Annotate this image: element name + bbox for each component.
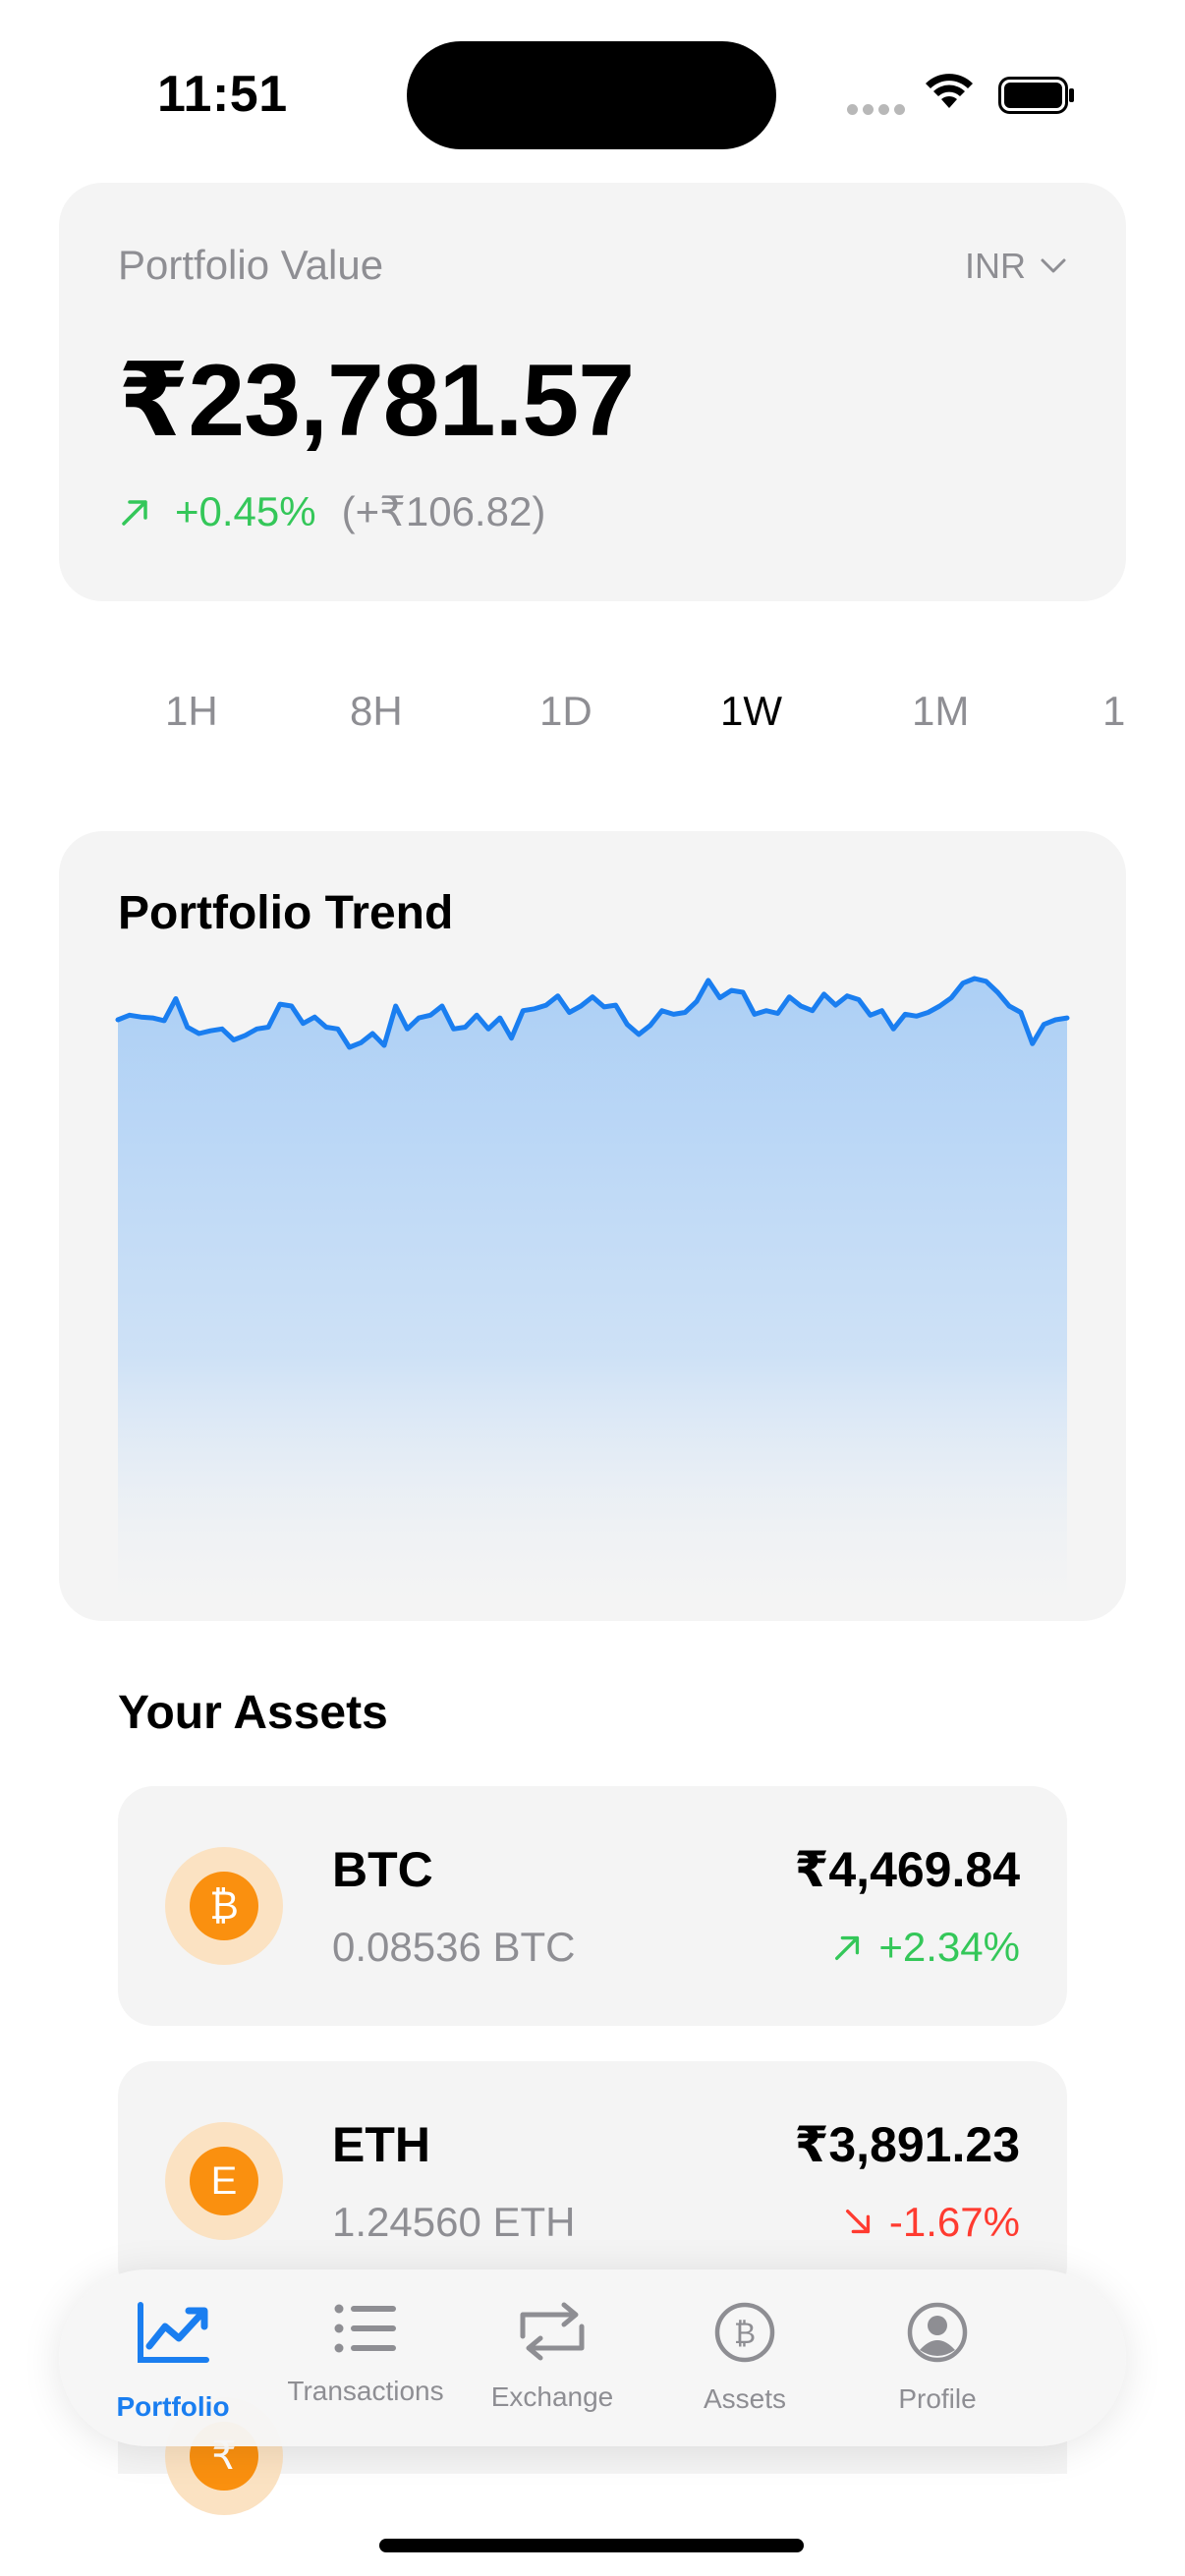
home-indicator: [379, 2539, 804, 2552]
arrow-down-right-icon: [845, 2210, 871, 2234]
asset-change: -1.67%: [842, 2199, 1020, 2246]
coin-badge: E: [165, 2122, 283, 2240]
coin-badge: ₿: [165, 1847, 283, 1965]
range-1h[interactable]: 1H: [165, 688, 218, 734]
asset-value: ₹4,469.84: [794, 1842, 1020, 1897]
status-time: 11:51: [157, 66, 288, 123]
tab-portfolio[interactable]: Portfolio: [77, 2269, 269, 2446]
tab-exchange[interactable]: Exchange: [456, 2269, 649, 2446]
asset-change: +2.34%: [831, 1924, 1020, 1971]
arrow-up-right-icon: [835, 1935, 860, 1960]
portfolio-change: +0.45% (+₹106.82): [118, 487, 545, 535]
tab-label: Portfolio: [116, 2391, 230, 2422]
bitcoin-icon: ₿: [190, 1872, 258, 1940]
time-range-selector: 1H 8H 1D 1W 1M 1: [0, 688, 1185, 747]
trend-chart: [115, 976, 1070, 1607]
portfolio-value: ₹23,781.57: [118, 344, 635, 458]
portfolio-value-label: Portfolio Value: [118, 242, 384, 288]
tab-profile[interactable]: Profile: [841, 2269, 1034, 2446]
trend-title: Portfolio Trend: [118, 887, 454, 939]
arrow-up-right-icon: [122, 499, 147, 526]
asset-symbol: BTC: [332, 1842, 433, 1897]
chart-icon: [138, 2302, 209, 2363]
range-more[interactable]: 1: [1102, 688, 1126, 734]
trend-line: [115, 976, 1070, 1050]
status-bar: 11:51: [0, 0, 1185, 187]
svg-text:₿: ₿: [734, 2317, 756, 2351]
tab-label: Assets: [703, 2383, 787, 2414]
range-1d[interactable]: 1D: [539, 688, 592, 734]
profile-icon: [907, 2302, 968, 2363]
dynamic-island: [407, 41, 776, 149]
ethereum-icon: E: [190, 2147, 258, 2215]
range-1w[interactable]: 1W: [720, 688, 782, 734]
assets-title: Your Assets: [118, 1687, 388, 1739]
wifi-icon: [926, 74, 973, 108]
list-icon: [334, 2304, 396, 2353]
asset-amount: 0.08536 BTC: [332, 1924, 576, 1970]
battery-icon: [998, 77, 1074, 114]
portfolio-value-card: Portfolio Value INR ₹23,781.57 +0.45% (+…: [59, 183, 1126, 601]
portfolio-change-percent: +0.45%: [175, 487, 316, 534]
portfolio-change-amount: (+₹106.82): [341, 488, 546, 534]
tab-assets[interactable]: ₿ Assets: [649, 2269, 841, 2446]
asset-change-percent: +2.34%: [878, 1924, 1020, 1970]
exchange-icon: [520, 2302, 585, 2361]
asset-card-eth[interactable]: E ETH 1.24560 ETH ₹3,891.23 -1.67%: [118, 2061, 1067, 2301]
asset-change-percent: -1.67%: [888, 2199, 1020, 2245]
range-1m[interactable]: 1M: [912, 688, 970, 734]
tab-transactions[interactable]: Transactions: [269, 2269, 462, 2446]
asset-symbol: ETH: [332, 2117, 430, 2172]
tab-label: Transactions: [287, 2376, 444, 2406]
tab-label: Profile: [898, 2383, 977, 2414]
asset-amount: 1.24560 ETH: [332, 2199, 576, 2245]
tab-label: Exchange: [490, 2381, 614, 2412]
currency-label: INR: [965, 246, 1026, 286]
bitcoin-circle-icon: ₿: [714, 2302, 775, 2363]
portfolio-trend-card: Portfolio Trend: [59, 831, 1126, 1621]
tab-bar: Portfolio Transactions Exchange ₿ Assets: [59, 2269, 1126, 2446]
signal-dots-icon: [847, 102, 910, 120]
chevron-down-icon: [1041, 258, 1066, 273]
currency-selector[interactable]: INR: [965, 246, 1067, 287]
range-8h[interactable]: 8H: [350, 688, 403, 734]
asset-value: ₹3,891.23: [794, 2117, 1020, 2172]
asset-card-btc[interactable]: ₿ BTC 0.08536 BTC ₹4,469.84 +2.34%: [118, 1786, 1067, 2026]
trend-area-fill: [118, 979, 1067, 1607]
